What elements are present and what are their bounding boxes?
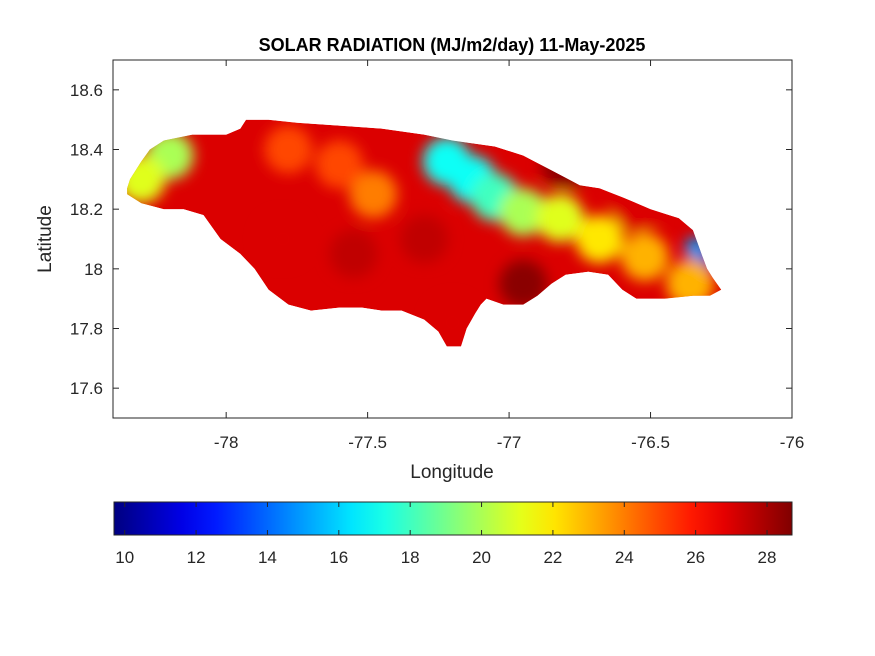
- colorbar-tick-label: 18: [401, 548, 420, 567]
- x-axis: -78 -77.5 -77 -76.5 -76: [214, 60, 804, 452]
- plot-frame: [112, 59, 793, 419]
- chart-title: SOLAR RADIATION (MJ/m2/day) 11-May-2025: [259, 35, 646, 55]
- x-tick-label: -77.5: [348, 433, 387, 452]
- colorbar-tick-label: 26: [686, 548, 705, 567]
- colorbar-tick-label: 10: [115, 548, 134, 567]
- y-tick-label: 18.2: [70, 200, 103, 219]
- colorbar-tick-label: 28: [758, 548, 777, 567]
- radiation-contour: [499, 259, 548, 308]
- colorbar-tick-label: 20: [472, 548, 491, 567]
- plot-area: -78 -77.5 -77 -76.5 -76 17.6 17.8 18 18.2 18.4 18…: [70, 59, 804, 452]
- colorbar-ticks: 10 12 14 16 18 20 22 24 26 28: [115, 502, 776, 567]
- radiation-contour: [428, 298, 477, 347]
- colorbar-tick-label: 22: [543, 548, 562, 567]
- x-tick-label: -77: [497, 433, 522, 452]
- colorbar-tick-label: 14: [258, 548, 277, 567]
- x-tick-label: -78: [214, 433, 239, 452]
- colorbar-tick-label: 16: [329, 548, 348, 567]
- radiation-contour: [258, 215, 307, 263]
- colorbar-tick-label: 24: [615, 548, 634, 567]
- radiation-contour: [400, 215, 449, 263]
- y-axis-label: Latitude: [35, 205, 56, 273]
- y-tick-label: 18.4: [70, 141, 103, 160]
- x-tick-label: -76: [780, 433, 805, 452]
- radiation-contour: [264, 125, 313, 174]
- x-tick-label: -76.5: [631, 433, 670, 452]
- radiation-contour: [620, 232, 669, 281]
- radiation-contour: [499, 188, 548, 237]
- y-tick-label: 18.6: [70, 81, 103, 100]
- radiation-contour: [575, 215, 624, 263]
- y-axis: 17.6 17.8 18 18.2 18.4 18.6: [70, 81, 792, 398]
- radiation-contour: [349, 170, 398, 219]
- radiation-contour: [536, 194, 584, 243]
- y-tick-label: 18: [84, 260, 103, 279]
- colorbar-gradient: [113, 501, 793, 536]
- x-axis-label: Longitude: [410, 462, 493, 483]
- colorbar-tick-label: 12: [187, 548, 206, 567]
- radiation-contour: [329, 229, 378, 278]
- y-tick-label: 17.6: [70, 379, 103, 398]
- colorbar: 10 12 14 16 18 20 22 24 26 28: [113, 501, 793, 567]
- radiation-contour: [315, 140, 364, 189]
- y-tick-label: 17.8: [70, 320, 103, 339]
